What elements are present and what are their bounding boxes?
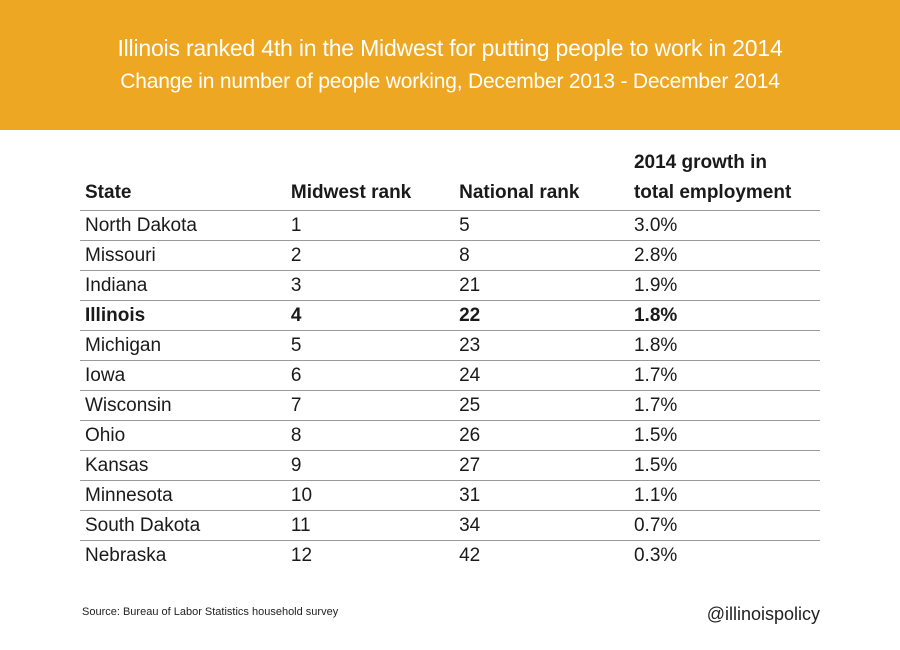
- cell-midwest-rank: 11: [285, 510, 455, 541]
- cell-midwest-rank: 9: [285, 450, 455, 481]
- column-header-growth-line2: total employment: [633, 182, 792, 203]
- cell-state: Iowa: [80, 360, 286, 391]
- cell-national-rank: 31: [454, 480, 629, 511]
- source-note: Source: Bureau of Labor Statistics house…: [82, 606, 339, 618]
- column-header-growth-line1: 2014 growth in: [633, 152, 768, 173]
- cell-midwest-rank: 6: [285, 360, 455, 391]
- column-header-state: State: [80, 148, 286, 211]
- cell-growth: 1.7%: [628, 360, 820, 391]
- cell-national-rank: 34: [454, 510, 629, 541]
- cell-midwest-rank: 4: [285, 300, 455, 331]
- table-body: North Dakota 1 5 3.0% Missouri 2 8 2.8% Indiana 3…: [80, 210, 820, 571]
- cell-state: Michigan: [80, 330, 286, 361]
- employment-table: State Midwest rank National rank 2014 gr…: [80, 148, 820, 570]
- table-header-row: State Midwest rank National rank 2014 gr…: [80, 148, 820, 211]
- cell-state: Minnesota: [80, 480, 286, 511]
- cell-midwest-rank: 8: [285, 420, 455, 451]
- cell-midwest-rank: 3: [285, 270, 455, 301]
- table-row: Indiana 3 21 1.9%: [80, 270, 820, 301]
- cell-state: Illinois: [80, 300, 286, 331]
- cell-midwest-rank: 2: [285, 240, 455, 271]
- cell-midwest-rank: 1: [285, 210, 455, 241]
- cell-national-rank: 22: [454, 300, 629, 331]
- cell-national-rank: 21: [454, 270, 629, 301]
- cell-growth: 1.5%: [628, 450, 820, 481]
- chart-subtitle: Change in number of people working, Dece…: [120, 70, 780, 93]
- cell-midwest-rank: 5: [285, 330, 455, 361]
- title-banner: Illinois ranked 4th in the Midwest for p…: [0, 0, 900, 130]
- cell-growth: 0.3%: [633, 544, 678, 566]
- cell-midwest-rank: 12: [290, 544, 313, 566]
- cell-growth: 1.9%: [628, 270, 820, 301]
- table-row: Missouri 2 8 2.8%: [80, 240, 820, 271]
- cell-growth: 1.7%: [628, 390, 820, 421]
- cell-national-rank: 23: [454, 330, 629, 361]
- column-header-growth: 2014 growth in total employment: [628, 148, 820, 211]
- cell-state: Wisconsin: [80, 390, 286, 421]
- table-row: Ohio 8 26 1.5%: [80, 420, 820, 451]
- cell-national-rank: 27: [454, 450, 629, 481]
- twitter-handle: @illinoispolicy: [706, 604, 820, 624]
- cell-national-rank: 42: [459, 544, 481, 566]
- cell-state: North Dakota: [80, 210, 286, 241]
- cell-state: Nebraska: [85, 544, 167, 566]
- cell-growth: 1.8%: [628, 330, 820, 361]
- cell-midwest-rank: 10: [285, 480, 455, 511]
- table-row: Minnesota 10 31 1.1%: [80, 480, 820, 511]
- table-row: Iowa 6 24 1.7%: [80, 360, 820, 391]
- cell-state: South Dakota: [80, 510, 286, 541]
- cell-state: Indiana: [80, 270, 286, 301]
- table-row: Michigan 5 23 1.8%: [80, 330, 820, 361]
- cell-state: Kansas: [80, 450, 286, 481]
- cell-national-rank: 5: [454, 210, 629, 241]
- cell-growth: 1.1%: [628, 480, 820, 511]
- cell-growth: 3.0%: [628, 210, 820, 241]
- cell-national-rank: 8: [454, 240, 629, 271]
- table-row: Wisconsin 7 25 1.7%: [80, 390, 820, 421]
- chart-title: Illinois ranked 4th in the Midwest for p…: [117, 35, 783, 61]
- cell-growth: 2.8%: [628, 240, 820, 271]
- table-row: South Dakota 11 34 0.7%: [80, 510, 820, 541]
- cell-growth: 0.7%: [628, 510, 820, 541]
- cell-national-rank: 25: [454, 390, 629, 421]
- column-header-national-rank: National rank: [454, 148, 629, 211]
- cell-state: Missouri: [80, 240, 286, 271]
- cell-growth: 1.8%: [628, 300, 820, 331]
- column-header-midwest-rank: Midwest rank: [285, 148, 455, 211]
- cell-growth: 1.5%: [628, 420, 820, 451]
- table-row: Kansas 9 27 1.5%: [80, 450, 820, 481]
- cell-midwest-rank: 7: [285, 390, 455, 421]
- cell-state: Ohio: [80, 420, 286, 451]
- table-row: North Dakota 1 5 3.0%: [80, 210, 820, 241]
- cell-national-rank: 24: [454, 360, 629, 391]
- cell-national-rank: 26: [454, 420, 629, 451]
- table-row: Illinois 4 22 1.8%: [80, 300, 820, 331]
- table-row: Nebraska 12 42 0.3%: [80, 541, 820, 571]
